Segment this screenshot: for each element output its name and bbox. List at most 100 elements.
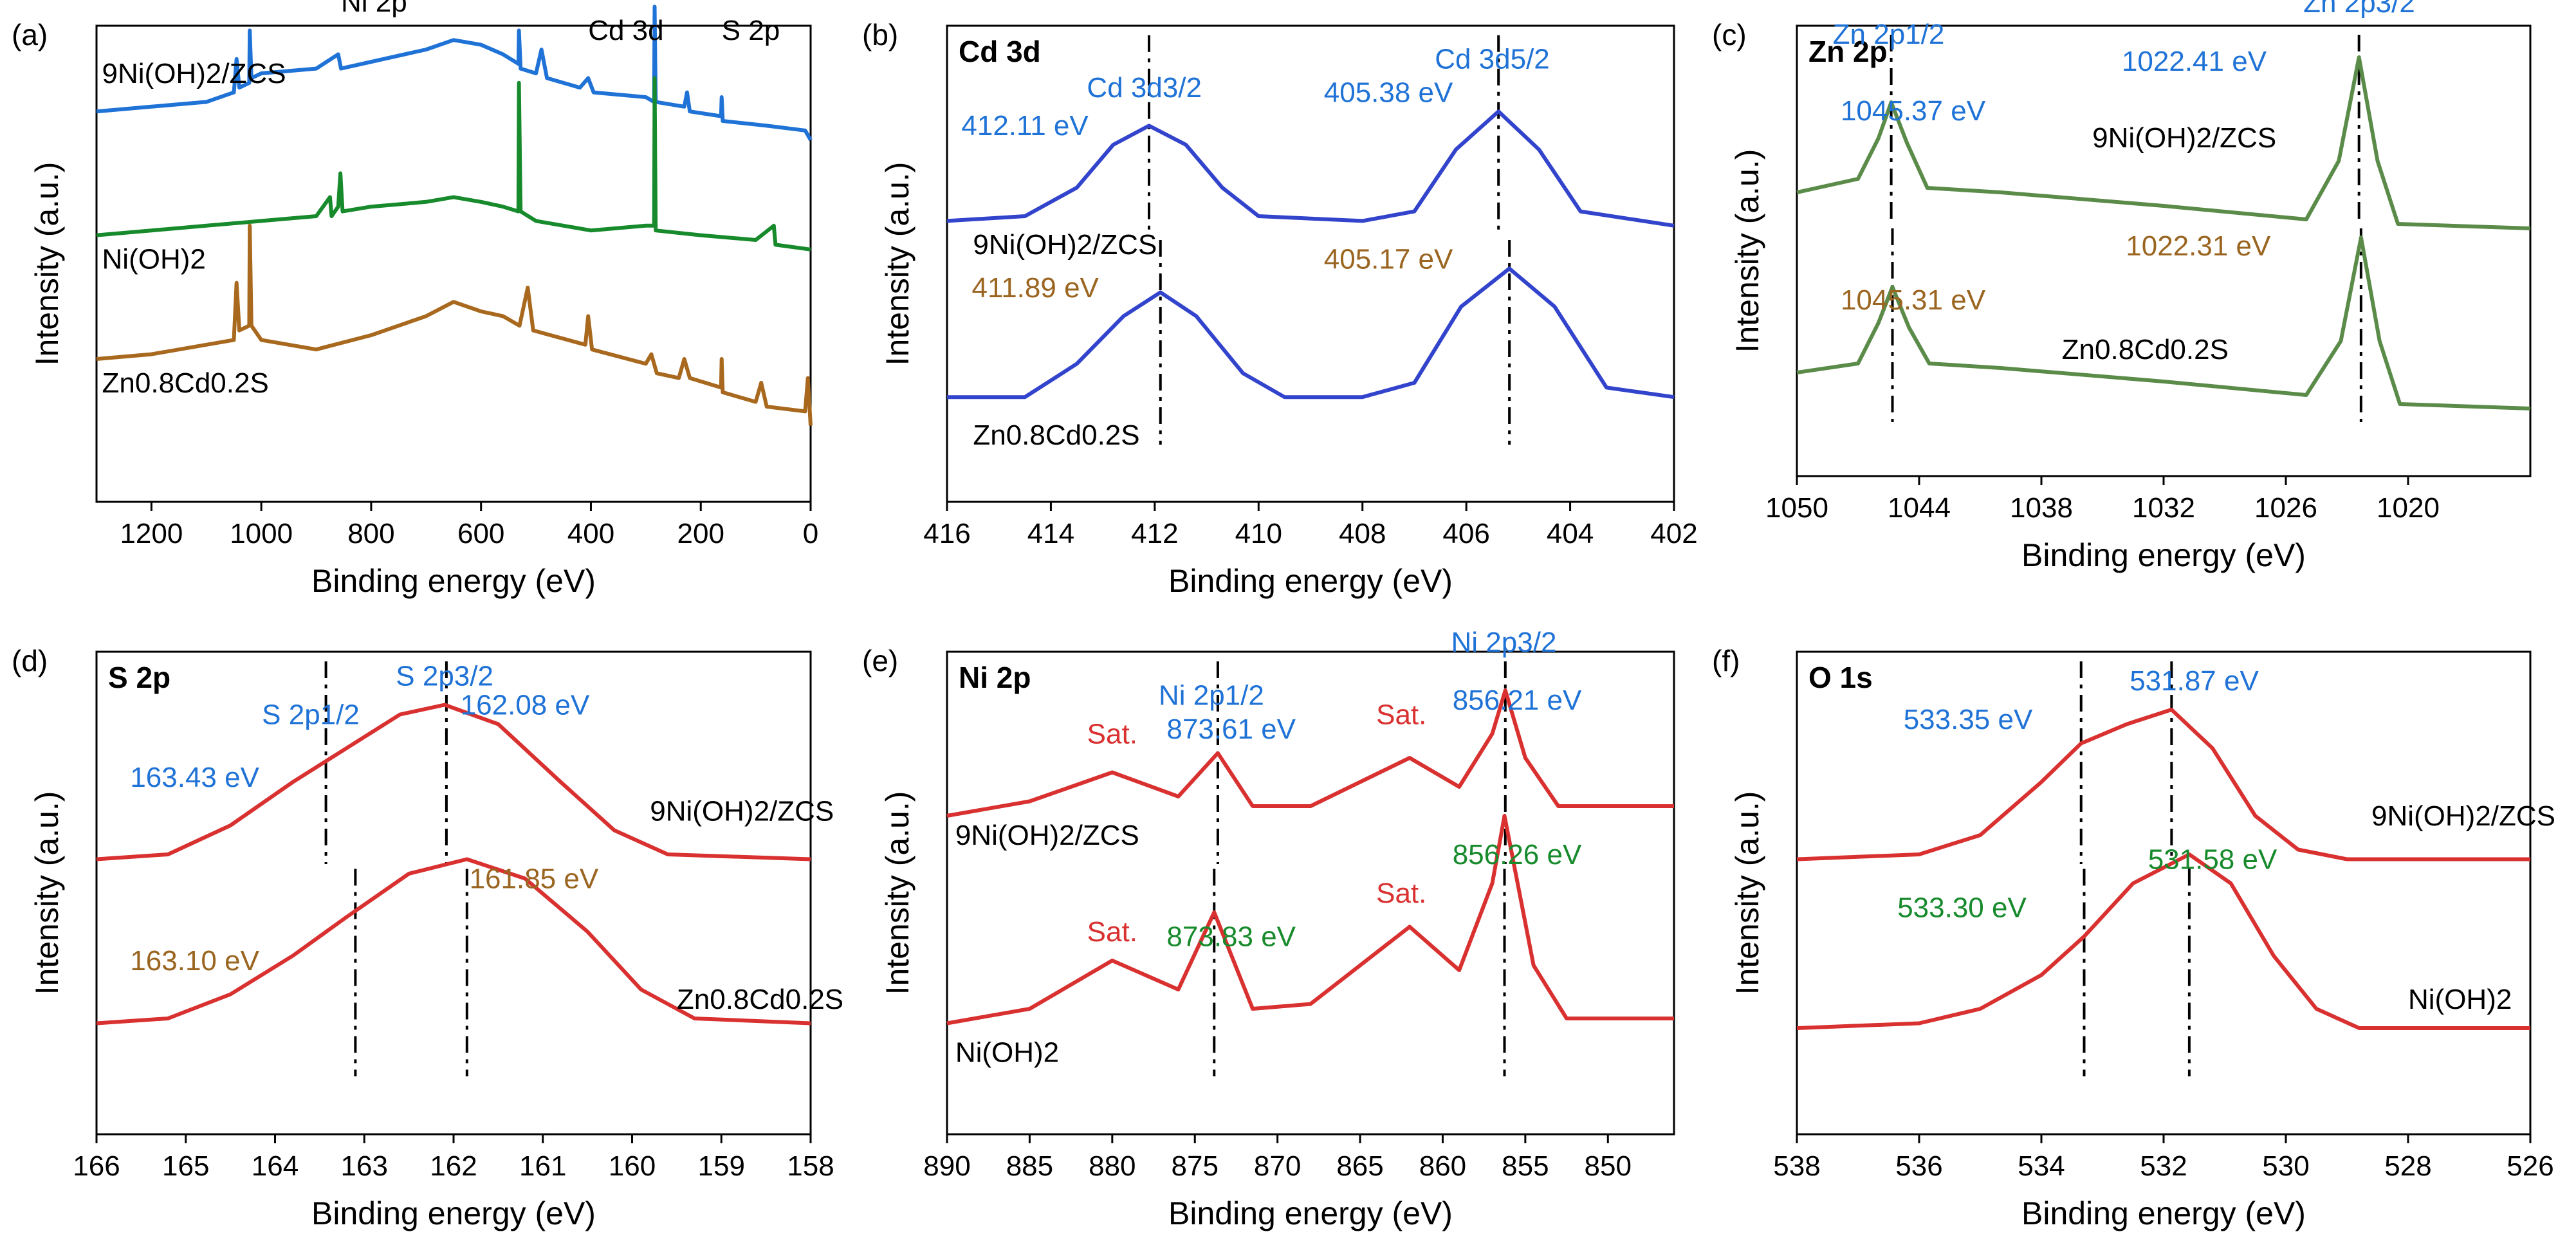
series-line-c-0 — [1796, 55, 2531, 230]
x-tick-label-d: 158 — [787, 1150, 834, 1182]
x-tick-label-d: 161 — [519, 1150, 566, 1182]
panel-letter-c: (c) — [1712, 18, 1747, 51]
component-label-e: Ni 2p3/2 — [1451, 627, 1557, 658]
series-line-a-0 — [96, 5, 813, 142]
component-label-e: Sat. — [1087, 916, 1137, 948]
x-tick-label-d: 166 — [73, 1150, 120, 1182]
series-line-f-0 — [1796, 708, 2530, 861]
series-line-f-1 — [1796, 852, 2530, 1030]
x-tick-label-b: 410 — [1235, 518, 1282, 549]
x-tick-label-c: 1020 — [2377, 492, 2440, 524]
x-tick-label-c: 1032 — [2132, 492, 2195, 524]
panel-letter-d: (d) — [12, 644, 48, 677]
x-axis-label-b: Binding energy (eV) — [1168, 563, 1453, 599]
x-tick-label-f: 536 — [1895, 1150, 1942, 1182]
x-tick-label-a: 1200 — [120, 518, 183, 549]
x-tick-label-a: 1000 — [230, 518, 293, 549]
x-axis-label-a: Binding energy (eV) — [311, 563, 596, 599]
panel-title-d: S 2p — [108, 661, 170, 694]
sample-label-d: 9Ni(OH)2/ZCS — [650, 796, 834, 827]
series-line-e-0 — [946, 688, 1674, 818]
peak-label-f: 533.30 eV — [1897, 892, 2027, 924]
panel-frame-b — [946, 24, 1675, 503]
series-line-a-1 — [96, 76, 811, 252]
x-tick-label-e: 885 — [1006, 1150, 1053, 1182]
component-label-e: Sat. — [1087, 719, 1137, 750]
y-axis-label-a: Intensity (a.u.) — [29, 162, 65, 366]
y-axis-label-f: Intensity (a.u.) — [1729, 791, 1765, 995]
panel-title-c: Zn 2p — [1808, 35, 1888, 68]
series-line-d-0 — [96, 703, 811, 861]
x-tick-label-d: 160 — [609, 1150, 656, 1182]
sample-label-f: Ni(OH)2 — [2408, 984, 2512, 1015]
peak-label-d: 161.85 eV — [470, 863, 599, 895]
panel-letter-e: (e) — [862, 644, 898, 677]
x-tick-label-d: 165 — [162, 1150, 209, 1182]
annotation-a: Ni 2p — [341, 0, 407, 18]
peak-label-c: 1045.31 eV — [1841, 284, 1986, 316]
x-tick-label-d: 164 — [252, 1150, 299, 1182]
x-tick-label-e: 865 — [1336, 1150, 1383, 1182]
x-tick-label-b: 402 — [1650, 518, 1697, 549]
series-line-c-1 — [1796, 235, 2531, 410]
x-tick-label-c: 1050 — [1765, 492, 1828, 524]
x-axis-label-d: Binding energy (eV) — [311, 1195, 596, 1231]
series-line-a-2 — [96, 223, 813, 426]
component-label-d: S 2p1/2 — [262, 699, 360, 731]
x-tick-label-a: 800 — [347, 518, 394, 549]
x-tick-label-f: 526 — [2507, 1150, 2553, 1182]
x-axis-label-c: Binding energy (eV) — [2021, 537, 2306, 573]
sample-label-d: Zn0.8Cd0.2S — [677, 984, 843, 1015]
peak-label-e: 873.83 eV — [1166, 921, 1296, 953]
panel-title-e: Ni 2p — [959, 661, 1031, 694]
panel-title-b: Cd 3d — [959, 35, 1041, 68]
component-label-b: Cd 3d5/2 — [1435, 44, 1550, 75]
x-tick-label-e: 890 — [923, 1150, 970, 1182]
panel-title-f: O 1s — [1808, 661, 1873, 694]
peak-label-d: 162.08 eV — [461, 690, 590, 721]
x-tick-label-c: 1038 — [2010, 492, 2073, 524]
peak-label-b: 411.89 eV — [972, 272, 1099, 304]
component-label-e: Sat. — [1376, 699, 1426, 731]
panel-letter-b: (b) — [862, 18, 898, 51]
x-tick-label-b: 408 — [1339, 518, 1386, 549]
x-tick-label-d: 163 — [341, 1150, 388, 1182]
sample-label-f: 9Ni(OH)2/ZCS — [2371, 800, 2555, 832]
sample-label-b: 9Ni(OH)2/ZCS — [973, 229, 1157, 261]
x-tick-label-b: 412 — [1131, 518, 1178, 549]
sample-label-b: Zn0.8Cd0.2S — [973, 419, 1139, 451]
peak-label-e: 856.26 eV — [1453, 839, 1582, 870]
peak-label-d: 163.10 eV — [130, 945, 259, 977]
x-tick-label-e: 875 — [1172, 1150, 1219, 1182]
peak-label-b: 405.38 eV — [1324, 77, 1453, 108]
x-tick-label-a: 600 — [457, 518, 504, 549]
series-line-e-1 — [946, 814, 1674, 1026]
y-axis-label-e: Intensity (a.u.) — [879, 791, 915, 995]
component-label-e: Ni 2p1/2 — [1159, 680, 1264, 712]
x-tick-label-f: 534 — [2018, 1150, 2065, 1182]
x-axis-label-f: Binding energy (eV) — [2021, 1195, 2306, 1231]
x-tick-label-b: 414 — [1027, 518, 1074, 549]
x-tick-label-f: 538 — [1773, 1150, 1820, 1182]
x-tick-label-e: 855 — [1502, 1150, 1549, 1182]
annotation-a: Zn0.8Cd0.2S — [102, 367, 269, 399]
panel-frame-a — [95, 24, 812, 503]
x-tick-label-d: 159 — [698, 1150, 745, 1182]
series-line-d-1 — [96, 857, 811, 1026]
x-tick-label-e: 860 — [1419, 1150, 1466, 1182]
peak-label-e: 856.21 eV — [1453, 685, 1582, 716]
peak-label-b: 412.11 eV — [961, 110, 1089, 142]
x-tick-label-e: 880 — [1089, 1150, 1136, 1182]
sample-label-e: 9Ni(OH)2/ZCS — [955, 820, 1139, 851]
peak-label-c: 1045.37 eV — [1841, 95, 1986, 127]
series-line-b-0 — [946, 109, 1675, 228]
series-line-b-1 — [947, 266, 1675, 400]
annotation-a: Ni(OH)2 — [102, 243, 206, 275]
peak-label-f: 531.58 eV — [2148, 844, 2277, 876]
peak-label-f: 533.35 eV — [1904, 704, 2033, 735]
component-label-b: Cd 3d3/2 — [1087, 72, 1202, 104]
y-axis-label-c: Intensity (a.u.) — [1729, 149, 1765, 353]
sample-label-c: Zn0.8Cd0.2S — [2062, 334, 2229, 365]
y-axis-label-b: Intensity (a.u.) — [879, 162, 915, 366]
